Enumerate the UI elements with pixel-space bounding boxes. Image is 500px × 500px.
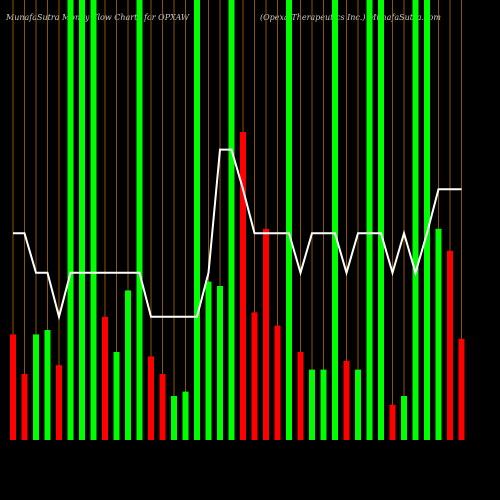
bar xyxy=(67,0,74,440)
bar xyxy=(355,369,361,440)
bar xyxy=(159,374,166,440)
bar xyxy=(125,290,131,440)
bar xyxy=(171,396,177,440)
bar xyxy=(44,330,51,440)
bar xyxy=(412,0,419,440)
bar xyxy=(113,352,120,440)
bar xyxy=(251,312,258,440)
bar xyxy=(309,369,315,440)
bar xyxy=(332,0,338,440)
bar xyxy=(447,250,453,440)
bar xyxy=(136,0,143,440)
bar xyxy=(194,0,200,440)
bar xyxy=(148,356,154,440)
bar xyxy=(424,0,430,440)
bar xyxy=(79,0,85,440)
bar xyxy=(286,0,292,440)
bar xyxy=(343,360,350,440)
bar xyxy=(56,365,62,440)
bar xyxy=(401,396,407,440)
bar xyxy=(182,391,189,440)
bar xyxy=(389,404,396,440)
bar xyxy=(366,0,373,440)
bar xyxy=(458,338,465,440)
price-line xyxy=(13,148,462,321)
bar xyxy=(102,316,108,440)
bar xyxy=(21,374,28,440)
chart-title: MunafaSutra Money Flow Charts for OPXAW xyxy=(5,13,190,22)
bar xyxy=(320,369,327,440)
chart-subtitle: (Opexa Therapeutics Inc.) MunafaSutra.co… xyxy=(260,13,441,22)
bar xyxy=(90,0,97,440)
bar xyxy=(297,352,304,440)
bar xyxy=(435,228,442,440)
bar xyxy=(378,0,384,440)
bar xyxy=(33,334,39,440)
bar xyxy=(274,325,281,440)
bar xyxy=(217,286,223,440)
bar xyxy=(205,281,212,440)
bar xyxy=(263,228,269,440)
bar xyxy=(240,132,246,440)
bar xyxy=(10,334,16,440)
bar xyxy=(228,0,235,440)
